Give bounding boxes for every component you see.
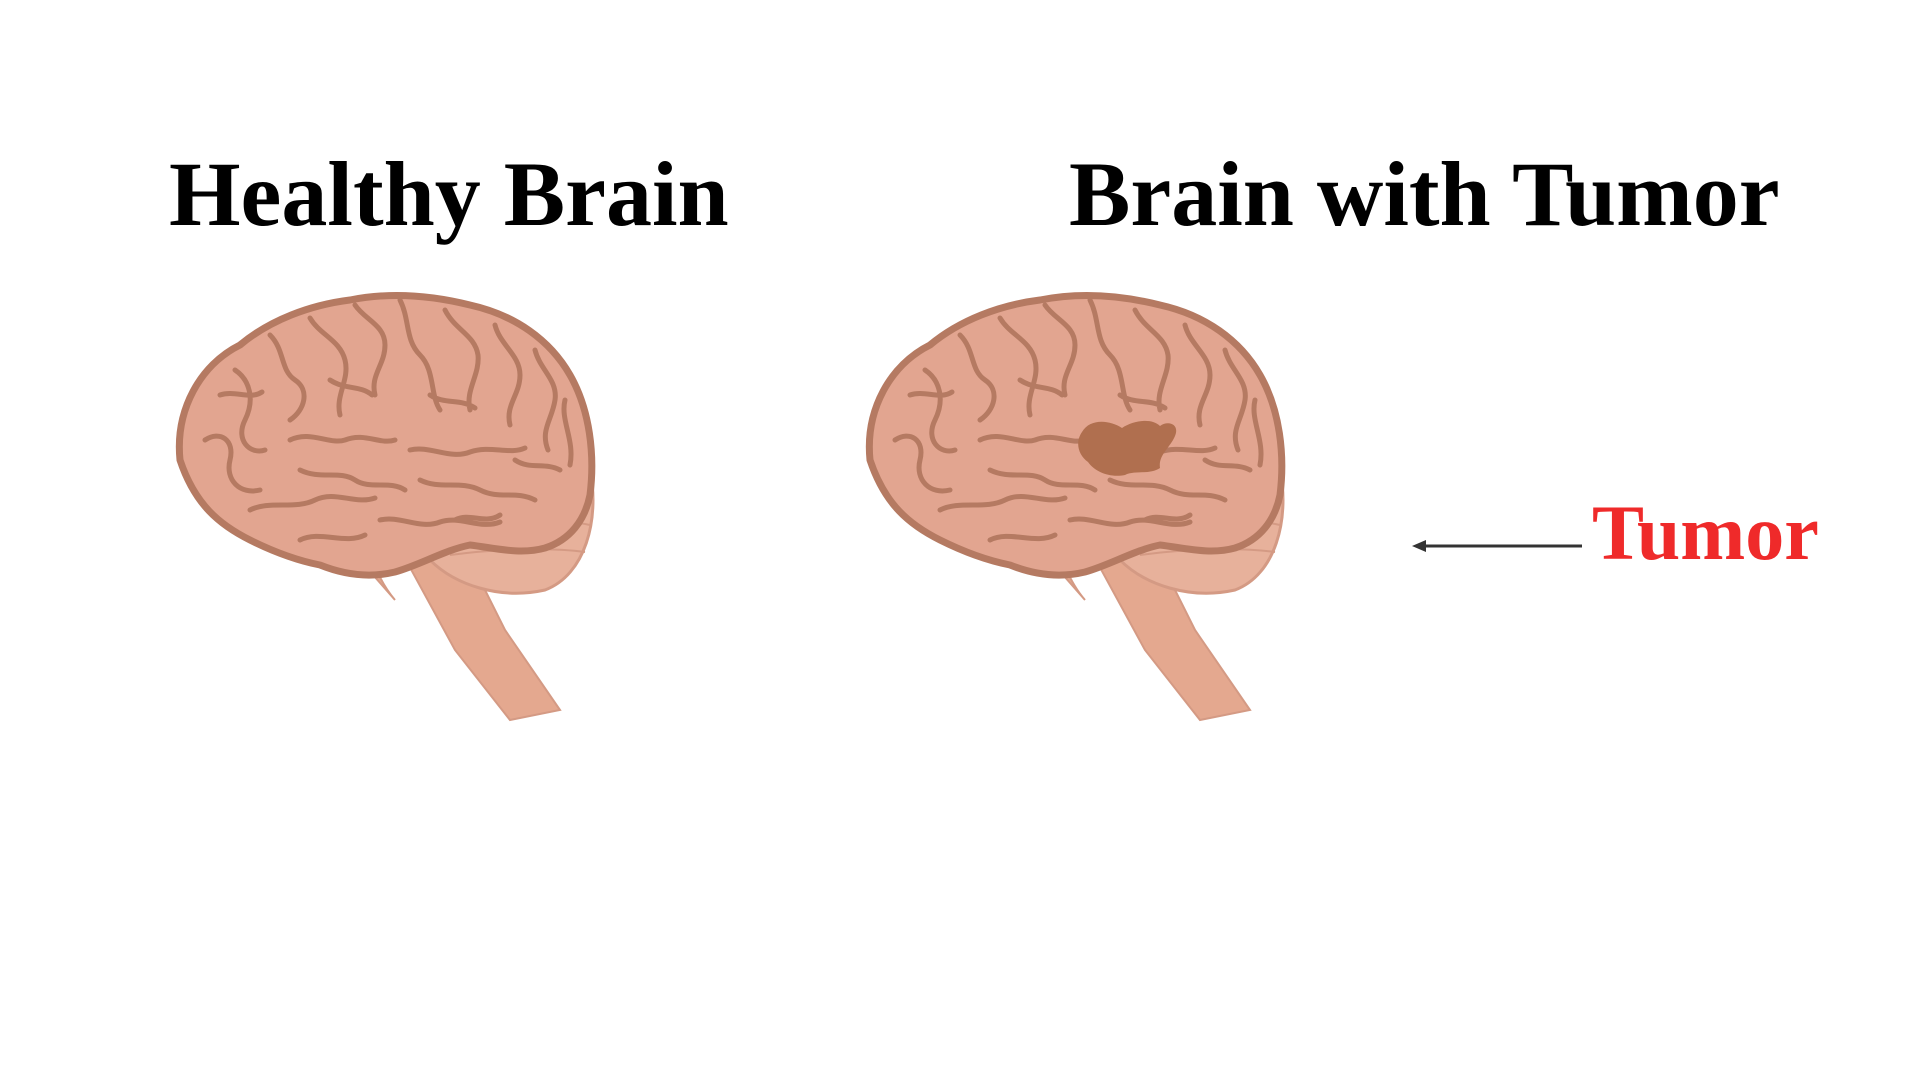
tumor-pointer-arrow: [1412, 540, 1582, 552]
healthy-brain-illustration: [179, 295, 593, 720]
healthy-brain-title: Healthy Brain: [169, 143, 729, 245]
tumor-brain-title: Brain with Tumor: [1069, 143, 1780, 245]
tumor-brain-illustration: [869, 295, 1283, 720]
tumor-region: [1078, 420, 1177, 476]
tumor-label: Tumor: [1592, 489, 1819, 576]
